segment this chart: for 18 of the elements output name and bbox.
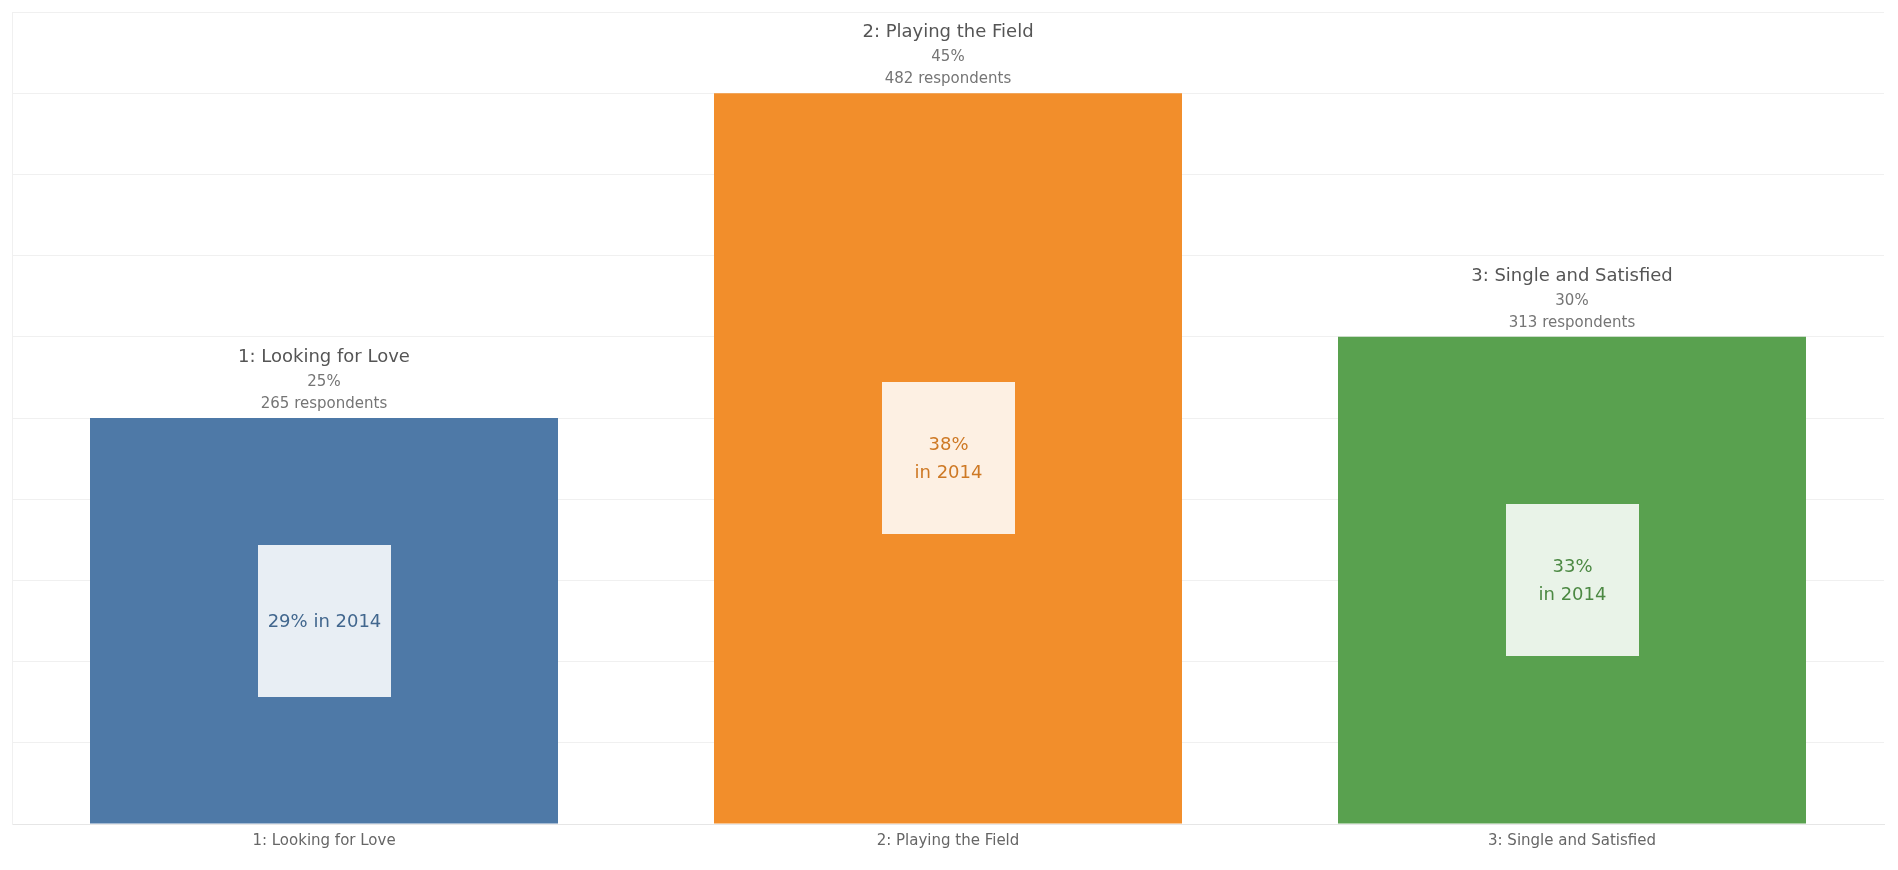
- annotation: 313 respondents: [1508, 312, 1636, 331]
- data-label: 45%: [931, 47, 965, 66]
- x-tick-label: 2: Playing the Field: [876, 830, 1020, 849]
- annotation: 29% in 2014: [267, 608, 382, 633]
- annotation: 33% in 2014: [1538, 554, 1607, 607]
- note-box: 29% in 2014: [258, 544, 391, 697]
- category-label: 1: Looking for Love: [238, 345, 410, 366]
- category-label: 3: Single and Satisfied: [1471, 263, 1673, 285]
- x-tick-label: 1: Looking for Love: [252, 830, 396, 849]
- x-tick-label: 3: Single and Satisfied: [1487, 830, 1657, 849]
- category-label: 2: Playing the Field: [862, 20, 1034, 42]
- data-label: 30%: [1555, 290, 1589, 309]
- note-box: 33% in 2014: [1506, 504, 1639, 657]
- note-box: 38% in 2014: [882, 382, 1015, 535]
- annotation: 482 respondents: [884, 69, 1012, 88]
- annotation: 38% in 2014: [914, 432, 983, 485]
- annotation: 265 respondents: [260, 394, 388, 412]
- data-label: 25%: [307, 372, 341, 390]
